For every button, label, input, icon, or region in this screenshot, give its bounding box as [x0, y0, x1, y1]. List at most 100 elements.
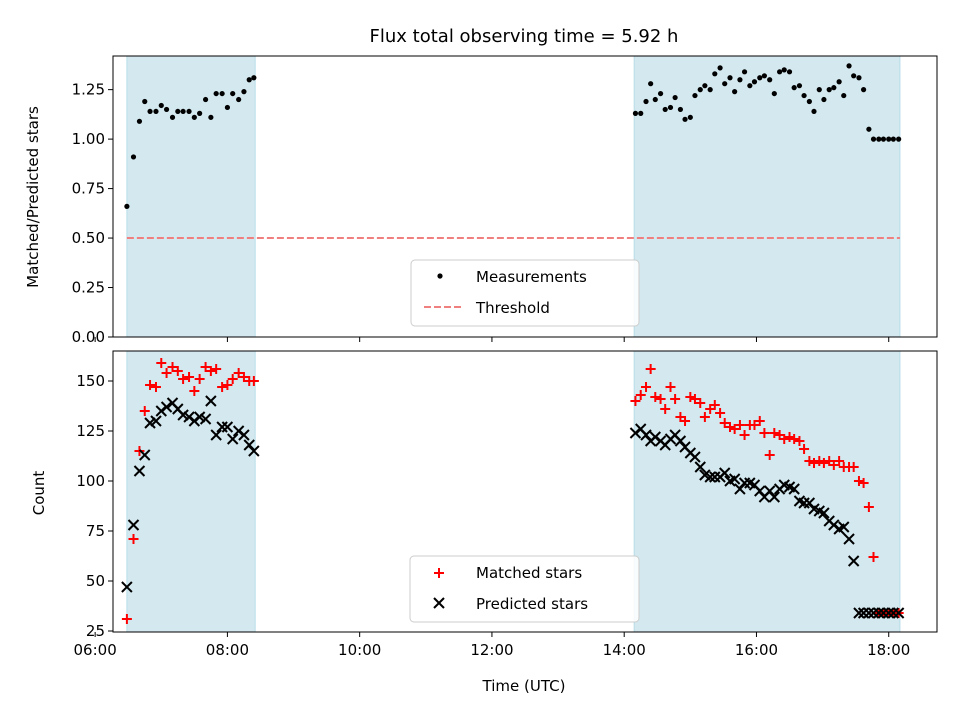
- matched-stars-point: [227, 374, 238, 384]
- measurement-point: [717, 65, 723, 71]
- matched-stars-point: [635, 390, 646, 400]
- matched-stars-point: [222, 380, 233, 390]
- measurement-point: [767, 77, 773, 83]
- x-tick-label: 06:00: [74, 641, 117, 659]
- predicted-marker-b: [689, 451, 701, 463]
- observing-window-band: [633, 55, 901, 338]
- predicted-marker-b: [226, 433, 239, 445]
- predicted-marker-b: [248, 445, 260, 457]
- measurement-point: [727, 75, 733, 81]
- matched-stars-point: [217, 382, 228, 392]
- measurement-point: [687, 114, 693, 120]
- predicted-stars-point: [788, 483, 800, 495]
- legend-matched-label: Matched stars: [476, 564, 582, 582]
- measurement-point: [697, 87, 703, 93]
- measurement-point: [751, 79, 758, 85]
- measurement-point: [747, 83, 753, 89]
- predicted-marker-b: [754, 485, 766, 497]
- matched-stars-point: [868, 552, 879, 562]
- predicted-stars-point: [199, 413, 212, 425]
- matched-stars-point: [804, 456, 815, 466]
- measurement-point: [856, 75, 862, 81]
- legend-predicted-marker: [433, 597, 445, 609]
- predicted-stars-point: [719, 467, 731, 479]
- predicted-marker-b: [127, 519, 140, 531]
- ratio-panel: 0.00 0.25 0.50 0.75 1.00 1.25: [72, 55, 938, 346]
- y-tick-label: 25: [86, 622, 105, 640]
- measurement-point: [230, 90, 236, 97]
- matched-stars-point: [709, 400, 720, 410]
- matched-stars-point: [799, 444, 810, 454]
- measurement-point: [219, 90, 225, 97]
- matched-stars-point: [650, 392, 661, 402]
- legend-matched-marker: [434, 568, 444, 578]
- predicted-marker-b: [892, 607, 905, 619]
- matched-stars-point: [184, 372, 195, 382]
- legend-measurements-label: Measurements: [476, 268, 587, 286]
- matched-stars-point: [739, 430, 750, 440]
- predicted-stars-point: [883, 607, 895, 619]
- predicted-marker-b: [873, 607, 885, 619]
- predicted-stars-point: [127, 519, 140, 531]
- predicted-marker-b: [193, 411, 206, 423]
- predicted-marker-b: [744, 477, 756, 489]
- x-tick-label: 14:00: [603, 641, 646, 659]
- matched-stars-point: [725, 422, 736, 432]
- y-axis-label-bottom: Count: [30, 471, 48, 516]
- measurement-point: [657, 90, 664, 97]
- predicted-marker-b: [150, 415, 162, 427]
- matched-stars-point: [211, 364, 222, 374]
- matched-stars-point: [641, 382, 652, 392]
- predicted-stars-point: [818, 507, 830, 519]
- measurement-point: [662, 106, 668, 113]
- measurement-point: [191, 114, 197, 120]
- measurement-point: [251, 75, 257, 81]
- matched-stars-point: [233, 368, 244, 378]
- measurement-point: [811, 108, 817, 115]
- predicted-marker-b: [719, 467, 731, 479]
- measurement-point: [169, 114, 176, 120]
- matched-stars-point: [238, 372, 249, 382]
- matched-stars-point: [680, 416, 691, 426]
- observing-window-band: [126, 55, 256, 338]
- predicted-marker-b: [694, 461, 706, 473]
- matched-stars-point: [670, 394, 681, 404]
- measurement-point: [667, 104, 674, 111]
- matched-stars-point: [754, 416, 765, 426]
- measurement-point: [124, 203, 130, 209]
- predicted-marker-b: [166, 397, 179, 409]
- measurement-point: [643, 98, 649, 105]
- measurement-point: [851, 73, 857, 79]
- measurement-point: [163, 106, 170, 113]
- matched-stars-point: [699, 412, 710, 422]
- matched-stars-point: [695, 398, 706, 408]
- measurement-point: [236, 96, 242, 103]
- predicted-marker-b: [177, 409, 189, 421]
- predicted-marker-b: [238, 429, 250, 441]
- y-tick-label: 0.75: [72, 180, 105, 198]
- predicted-marker-b: [788, 483, 800, 495]
- measurement-point: [870, 136, 877, 142]
- predicted-stars-point: [133, 465, 146, 477]
- measurement-point: [707, 87, 713, 93]
- matched-stars-point: [121, 614, 132, 624]
- measurement-point: [153, 108, 159, 115]
- predicted-marker-b: [847, 555, 860, 567]
- matched-stars-point: [848, 462, 859, 472]
- predicted-marker-b: [679, 441, 691, 453]
- measurement-point: [890, 136, 896, 142]
- measurement-point: [741, 69, 748, 75]
- predicted-marker-b: [160, 401, 173, 413]
- axes-frame: [112, 350, 938, 633]
- legend-top: Measurements Threshold: [410, 259, 640, 327]
- matched-stars-point: [660, 404, 671, 414]
- predicted-marker-b: [863, 607, 875, 619]
- measurement-point: [826, 87, 832, 93]
- matched-stars-point: [794, 436, 805, 446]
- matched-stars-point: [645, 364, 656, 374]
- matched-stars-point: [779, 434, 790, 444]
- predicted-stars-point: [139, 449, 151, 461]
- predicted-marker-b: [243, 439, 255, 451]
- measurement-point: [197, 110, 203, 116]
